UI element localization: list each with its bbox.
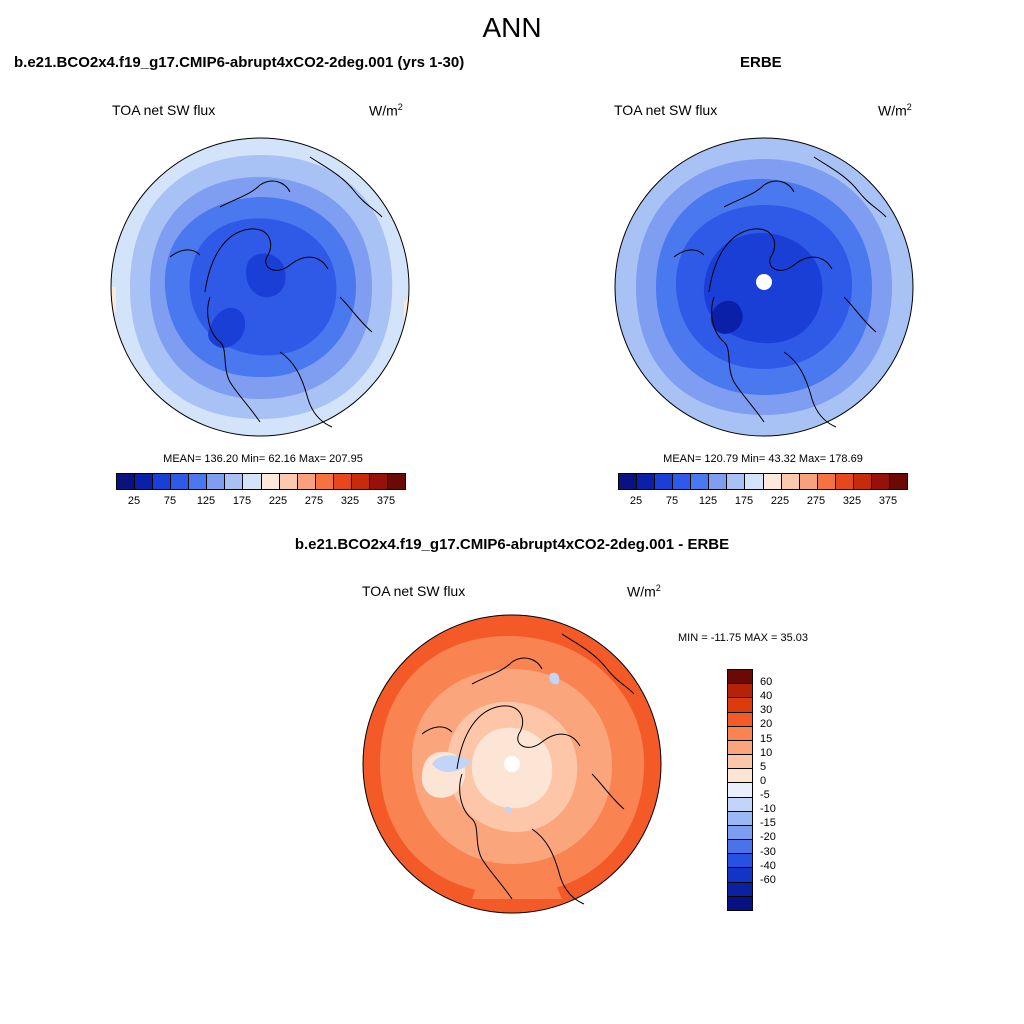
panel3-colorbar (727, 669, 753, 911)
colorbar-swatch (728, 684, 752, 699)
colorbar-tick-label: 175 (734, 495, 754, 507)
colorbar-swatch (745, 474, 764, 489)
colorbar-swatch (207, 474, 226, 489)
colorbar-swatch (728, 896, 752, 910)
panel1-colorbar (116, 473, 406, 490)
colorbar-swatch (619, 474, 638, 489)
panel3-title: b.e21.BCO2x4.f19_g17.CMIP6-abrupt4xCO2-2… (294, 536, 730, 553)
colorbar-tick-label: 20 (760, 718, 773, 731)
colorbar-swatch (387, 474, 405, 489)
colorbar-swatch (315, 474, 334, 489)
colorbar-tick-label: 275 (304, 495, 324, 507)
panel2-polar-map (614, 137, 914, 437)
colorbar-tick-label: 25 (629, 495, 643, 507)
panel1-units-label: W/m2 (369, 102, 403, 119)
colorbar-swatch (728, 797, 752, 812)
colorbar-swatch (835, 474, 854, 489)
colorbar-tick-label: -60 (760, 873, 776, 886)
colorbar-swatch (728, 712, 752, 727)
panel2-stats: MEAN= 120.79 Min= 43.32 Max= 178.69 (663, 453, 863, 465)
colorbar-tick-label: 15 (760, 732, 773, 745)
colorbar-swatch (781, 474, 800, 489)
figure-title: ANN (482, 12, 542, 43)
colorbar-tick-label: -15 (760, 817, 776, 830)
colorbar-swatch (728, 769, 752, 784)
colorbar-swatch (817, 474, 836, 489)
colorbar-swatch (889, 474, 907, 489)
colorbar-swatch (853, 474, 872, 489)
panel3-polar-map (362, 614, 662, 914)
colorbar-swatch (728, 868, 752, 883)
panel3-variable-label: TOA net SW flux (362, 583, 466, 599)
colorbar-swatch (369, 474, 388, 489)
colorbar-swatch (673, 474, 692, 489)
panel2-title: ERBE (740, 54, 782, 71)
colorbar-tick-label: 325 (340, 495, 360, 507)
colorbar-swatch (727, 474, 746, 489)
colorbar-tick-label: 40 (760, 690, 773, 703)
colorbar-swatch (763, 474, 782, 489)
colorbar-tick-label: 25 (127, 495, 141, 507)
colorbar-tick-label: -5 (760, 789, 770, 802)
colorbar-tick-label: 375 (376, 495, 396, 507)
colorbar-swatch (728, 854, 752, 869)
colorbar-tick-label: 10 (760, 746, 773, 759)
panel1-polar-map (110, 137, 410, 437)
colorbar-tick-label: -20 (760, 831, 776, 844)
colorbar-tick-label: -10 (760, 803, 776, 816)
colorbar-tick-label: 175 (232, 495, 252, 507)
colorbar-tick-label: 0 (760, 774, 767, 787)
colorbar-tick-label: 225 (770, 495, 790, 507)
colorbar-swatch (709, 474, 728, 489)
colorbar-swatch (225, 474, 244, 489)
colorbar-swatch (728, 698, 752, 713)
panel3-units-label: W/m2 (627, 583, 661, 600)
colorbar-swatch (637, 474, 656, 489)
colorbar-tick-label: -30 (760, 845, 776, 858)
colorbar-tick-label: 125 (698, 495, 718, 507)
colorbar-tick-label: 30 (760, 704, 773, 717)
panel1-stats: MEAN= 136.20 Min= 62.16 Max= 207.95 (163, 453, 363, 465)
colorbar-swatch (655, 474, 674, 489)
colorbar-swatch (153, 474, 172, 489)
colorbar-swatch (728, 726, 752, 741)
colorbar-swatch (279, 474, 298, 489)
colorbar-swatch (117, 474, 136, 489)
colorbar-swatch (333, 474, 352, 489)
colorbar-swatch (243, 474, 262, 489)
colorbar-swatch (351, 474, 370, 489)
panel1-variable-label: TOA net SW flux (112, 102, 216, 118)
colorbar-tick-label: 225 (268, 495, 288, 507)
colorbar-tick-label: 75 (665, 495, 679, 507)
panel2-units-label: W/m2 (878, 102, 912, 119)
colorbar-swatch (297, 474, 316, 489)
colorbar-tick-label: 125 (196, 495, 216, 507)
panel2-variable-label: TOA net SW flux (614, 102, 718, 118)
colorbar-swatch (728, 740, 752, 756)
colorbar-tick-label: 75 (163, 495, 177, 507)
colorbar-tick-label: 5 (760, 760, 767, 773)
colorbar-swatch (799, 474, 818, 489)
colorbar-tick-label: -40 (760, 859, 776, 872)
panel2-colorbar (618, 473, 908, 490)
panel1-title: b.e21.BCO2x4.f19_g17.CMIP6-abrupt4xCO2-2… (14, 54, 465, 71)
colorbar-tick-label: 325 (842, 495, 862, 507)
colorbar-swatch (728, 825, 752, 841)
colorbar-tick-label: 375 (878, 495, 898, 507)
colorbar-swatch (261, 474, 280, 489)
colorbar-tick-label: 60 (760, 676, 773, 689)
colorbar-swatch (728, 783, 752, 798)
colorbar-swatch (728, 811, 752, 826)
colorbar-swatch (171, 474, 190, 489)
colorbar-swatch (691, 474, 710, 489)
colorbar-tick-label: 275 (806, 495, 826, 507)
colorbar-swatch (871, 474, 890, 489)
colorbar-swatch (728, 882, 752, 897)
colorbar-swatch (728, 840, 752, 855)
panel3-stats: MIN = -11.75 MAX = 35.03 (678, 632, 809, 644)
colorbar-swatch (189, 474, 208, 489)
colorbar-swatch (728, 670, 752, 685)
colorbar-swatch (728, 755, 752, 770)
colorbar-swatch (135, 474, 154, 489)
